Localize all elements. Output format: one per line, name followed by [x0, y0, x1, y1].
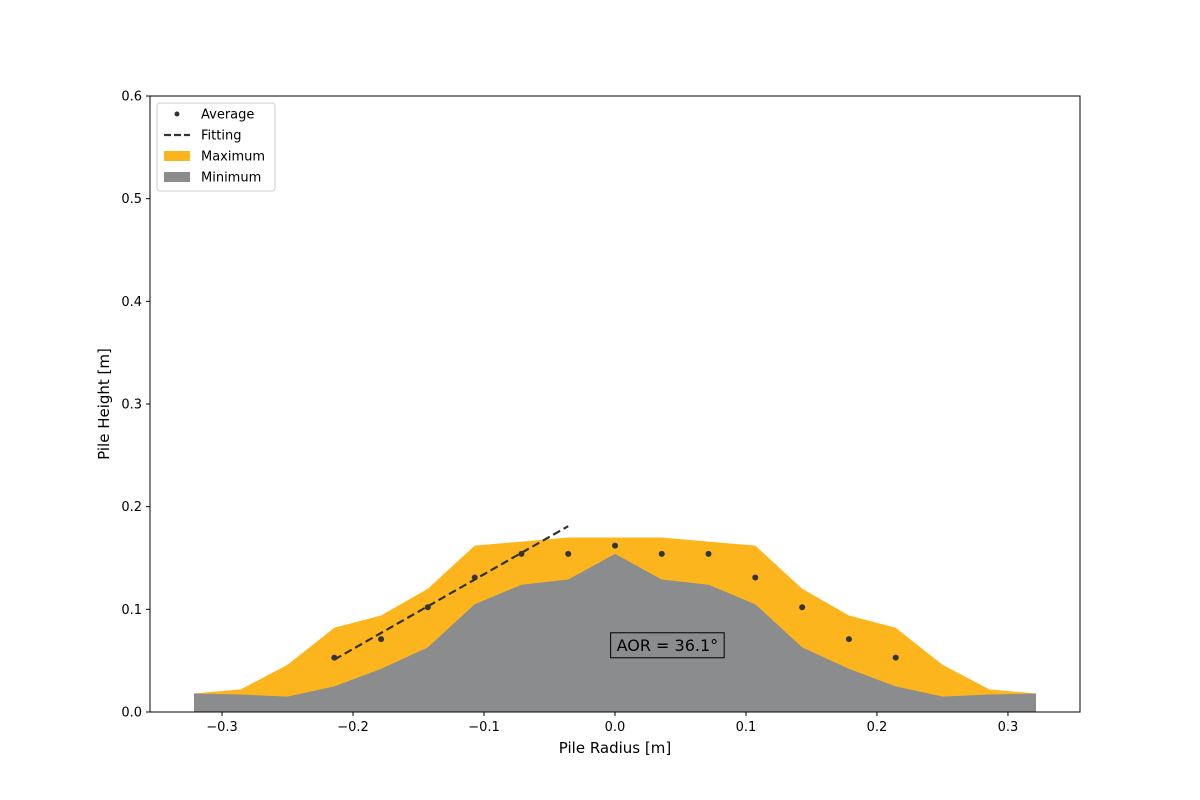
average-point — [658, 550, 665, 557]
aor-annotation-box — [610, 632, 725, 659]
average-point — [518, 550, 525, 557]
fitting-line — [333, 525, 569, 661]
average-point — [705, 550, 712, 557]
average-point — [799, 604, 806, 611]
y-tick-label: 0.3 — [121, 398, 142, 413]
legend-label: Minimum — [201, 171, 261, 186]
average-point — [378, 636, 385, 643]
legend-marker-average — [174, 111, 180, 117]
average-point — [612, 542, 618, 549]
legend-box — [156, 102, 276, 192]
y-tick-label: 0.4 — [121, 295, 142, 310]
y-tick-label: 0.5 — [121, 192, 142, 207]
legend-label: Fitting — [201, 129, 241, 144]
x-tick-label: −0.1 — [468, 720, 500, 735]
y-tick-label: 0.2 — [121, 500, 142, 515]
y-tick-label: 0.1 — [121, 603, 142, 618]
x-tick-label: 0.0 — [605, 720, 626, 735]
plot-area — [194, 525, 1036, 712]
y-axis-label: Pile Height [m] — [95, 348, 113, 460]
legend: Average Fitting Maximum Minimum — [156, 102, 276, 192]
x-tick-label: −0.2 — [337, 720, 369, 735]
average-point — [752, 574, 759, 581]
y-tick-label: 0.0 — [121, 706, 142, 721]
y-tick-label: 0.6 — [121, 90, 142, 105]
axis-ticks: −0.3 −0.2 −0.1 0.0 0.1 0.2 0.3 0.0 0.1 0.2 0.3 0.4 0… — [121, 90, 1018, 736]
legend-swatch-minimum — [164, 172, 190, 182]
legend-label: Average — [201, 108, 254, 123]
average-point — [892, 654, 899, 661]
average-point — [471, 574, 478, 581]
x-tick-label: 0.1 — [736, 720, 757, 735]
average-point — [565, 550, 572, 557]
average-point — [424, 604, 431, 611]
average-point — [845, 636, 852, 643]
aor-annotation-text: AOR = 36.1° — [617, 636, 719, 655]
average-point — [331, 654, 338, 661]
legend-label: Maximum — [201, 150, 265, 165]
x-tick-label: 0.2 — [867, 720, 888, 735]
legend-swatch-maximum — [164, 151, 190, 161]
x-tick-label: 0.3 — [998, 720, 1019, 735]
x-tick-label: −0.3 — [206, 720, 238, 735]
x-axis-label: Pile Radius [m] — [559, 739, 671, 757]
annotations: AOR = 36.1° — [610, 632, 725, 659]
